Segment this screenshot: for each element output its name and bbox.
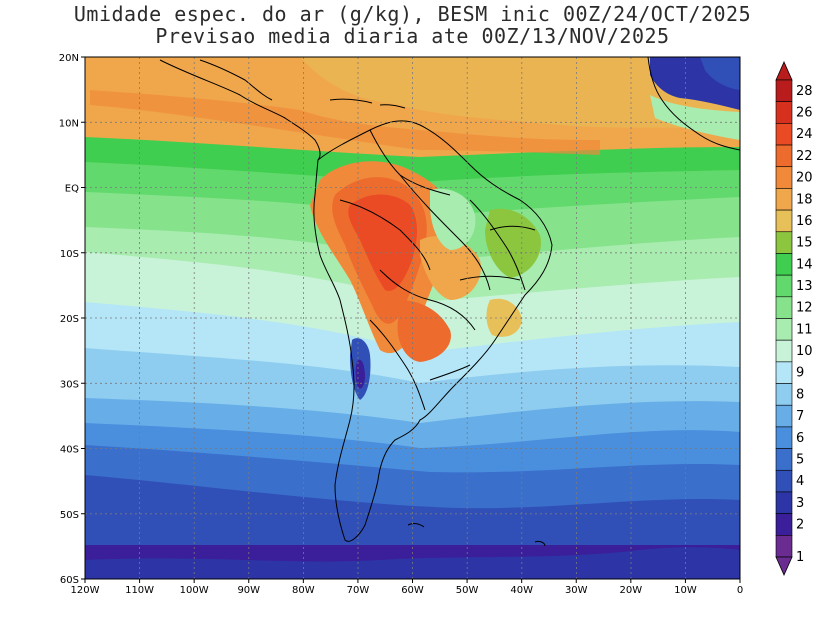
- colorbar-label: 9: [796, 366, 804, 381]
- colorbar-label: 22: [796, 149, 813, 164]
- colorbar-segment: [775, 166, 793, 189]
- colorbar-label: 10: [796, 344, 813, 359]
- graticule: [85, 57, 740, 579]
- cuba-coast: [329, 98, 373, 104]
- map-title-line1: Umidade espec. do ar (g/kg), BESM inic 0…: [73, 2, 752, 26]
- colorbar-segment: [775, 144, 793, 168]
- colorbar-segment: [775, 253, 793, 276]
- colorbar-label: 14: [796, 257, 813, 272]
- colorbar-label: 7: [796, 409, 804, 424]
- south-america-coast: [313, 120, 553, 542]
- south-georgia-coast: [534, 540, 546, 547]
- border-bolivia-paraguay: [379, 269, 476, 331]
- lon-tick-label: 50W: [456, 585, 479, 596]
- africa-coast: [647, 57, 740, 151]
- border-brazil-states: [469, 199, 526, 291]
- colorbar-segment: [775, 426, 793, 449]
- lat-tick-label: 50S: [60, 510, 79, 521]
- colorbar-label: 4: [796, 474, 804, 489]
- colorbar-segment: [775, 231, 793, 254]
- colorbar-segment: [775, 361, 793, 384]
- falklands-coast: [407, 523, 425, 528]
- colorbar-label: 1: [796, 550, 804, 565]
- border-argentina-chile: [369, 319, 426, 411]
- colorbar-segment: [775, 79, 793, 102]
- colorbar-segment: [775, 448, 793, 471]
- border-brazil-state3: [459, 275, 521, 281]
- colorbar-min-triangle: [775, 556, 793, 576]
- latitude-axis: 20N 10N EQ 10S 20S 30S 40S 50S 60S: [59, 53, 85, 586]
- lat-tick-label: EQ: [65, 184, 79, 195]
- colorbar-segment: [775, 383, 793, 406]
- lon-tick-label: 90W: [237, 585, 260, 596]
- humidity-field: [85, 57, 740, 579]
- border-brazil-state2: [489, 225, 536, 231]
- lon-tick-label: 110W: [125, 585, 154, 596]
- lon-tick-label: 60W: [401, 585, 424, 596]
- colorbar-label: 20: [796, 171, 813, 186]
- central-america-coast: [159, 59, 321, 161]
- border-uruguay: [429, 364, 471, 381]
- lat-tick-label: 30S: [60, 379, 79, 390]
- border-peru-brazil: [339, 199, 431, 271]
- lon-tick-label: 120W: [71, 585, 100, 596]
- colorbar-segment: [775, 469, 793, 493]
- colorbar-label: 11: [796, 322, 813, 337]
- lat-tick-label: 60S: [60, 575, 79, 586]
- lon-tick-label: 100W: [180, 585, 209, 596]
- colorbar-label: 6: [796, 431, 804, 446]
- colorbar-segment: [775, 101, 793, 124]
- border-brazil-north: [399, 174, 491, 291]
- colorbar-label: 26: [796, 106, 813, 121]
- colorbar-segment: [775, 188, 793, 211]
- colorbar-label: 15: [796, 236, 813, 251]
- colorbar-label: 2: [796, 517, 804, 532]
- lon-tick-label: 80W: [292, 585, 315, 596]
- colorbar-segment: [775, 318, 793, 341]
- colorbar-label: 24: [796, 127, 813, 142]
- colorbar-segment: [775, 209, 793, 233]
- colorbar-segment: [775, 491, 793, 514]
- lon-tick-label: 70W: [347, 585, 370, 596]
- lon-tick-label: 40W: [510, 585, 533, 596]
- colorbar-segment: [775, 339, 793, 363]
- colorbar-label: 18: [796, 192, 813, 207]
- lat-tick-label: 20S: [60, 314, 79, 325]
- map-title-line2: Previsao media diaria ate 00Z/13/NOV/202…: [155, 24, 670, 48]
- colorbar-segment: [775, 404, 793, 428]
- hispaniola-coast: [379, 104, 406, 109]
- colorbar-segment: [775, 535, 793, 558]
- lon-tick-label: 30W: [565, 585, 588, 596]
- coastlines: [159, 57, 740, 547]
- lon-tick-label: 10W: [674, 585, 697, 596]
- lat-tick-label: 10S: [60, 249, 79, 260]
- longitude-axis: 120W 110W 100W 90W 80W 70W 60W 50W 40W 30W 20W 10W 0: [71, 579, 743, 596]
- colorbar-segment: [775, 296, 793, 319]
- colorbar-segment: [775, 274, 793, 298]
- colorbar-segment: [775, 513, 793, 536]
- colorbar-label: 5: [796, 452, 804, 467]
- lon-tick-label: 20W: [620, 585, 643, 596]
- colorbar-label: 28: [796, 84, 813, 99]
- lon-tick-label: 0: [737, 585, 743, 596]
- colorbar-segment: [775, 123, 793, 146]
- lat-tick-label: 10N: [59, 118, 79, 129]
- lat-tick-label: 40S: [60, 445, 79, 456]
- colorbar-max-triangle: [775, 61, 793, 81]
- mexico-coast: [199, 59, 273, 101]
- colorbar-label: 8: [796, 387, 804, 402]
- colorbar-label: 3: [796, 496, 804, 511]
- lat-tick-label: 20N: [59, 53, 79, 64]
- colorbar-label: 13: [796, 279, 813, 294]
- colorbar-label: 16: [796, 214, 813, 229]
- colorbar-label: 12: [796, 301, 813, 316]
